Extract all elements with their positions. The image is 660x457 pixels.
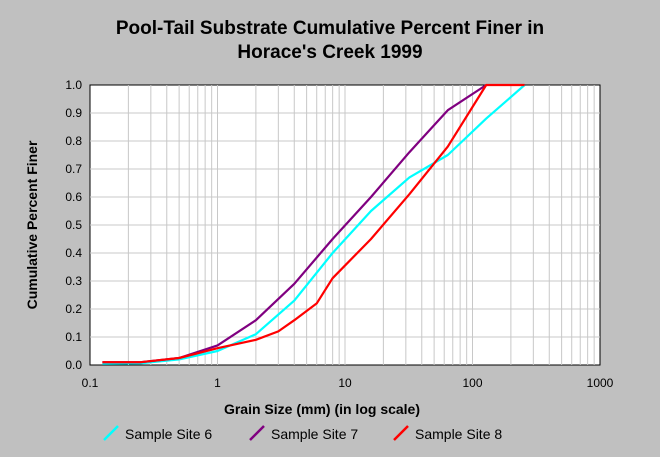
legend-swatch [103,425,119,441]
y-tick-label: 0.8 [65,134,82,148]
legend-label: Sample Site 7 [271,426,358,442]
x-tick-label: 10 [338,376,352,390]
x-tick-label: 1000 [587,376,614,390]
y-tick-label: 0.5 [65,218,82,232]
series-line [102,84,526,365]
x-tick-label: 1 [214,376,221,390]
chart-title-line1: Pool-Tail Substrate Cumulative Percent F… [116,18,544,39]
y-tick-label: 0.9 [65,106,82,120]
y-tick-label: 0.2 [65,302,82,316]
x-tick-label: 100 [462,376,482,390]
y-tick-label: 0.1 [65,330,82,344]
chart-title-line2: Horace's Creek 1999 [237,42,422,63]
series-line [102,83,525,364]
series-lines [102,83,526,365]
y-tick-label: 1.0 [65,78,82,92]
legend-label: Sample Site 6 [125,426,212,442]
axis-ticks: 0.00.10.20.30.40.50.60.70.80.91.00.1 1 10 1… [65,78,613,390]
y-tick-label: 0.3 [65,274,82,288]
legend-swatch [393,425,409,441]
legend-label: Sample Site 8 [415,426,502,442]
legend: Sample Site 6 Sample Site 7 Sample Site 8 [103,425,502,442]
y-tick-label: 0.7 [65,162,82,176]
y-axis-title: Cumulative Percent Finer [24,140,40,309]
x-tick-label: 0.1 [82,376,99,390]
y-tick-label: 0.6 [65,190,82,204]
y-tick-label: 0.4 [65,246,82,260]
legend-swatch [249,425,265,441]
y-tick-label: 0.0 [65,358,82,372]
x-axis-title: Grain Size (mm) (in log scale) [224,401,420,417]
